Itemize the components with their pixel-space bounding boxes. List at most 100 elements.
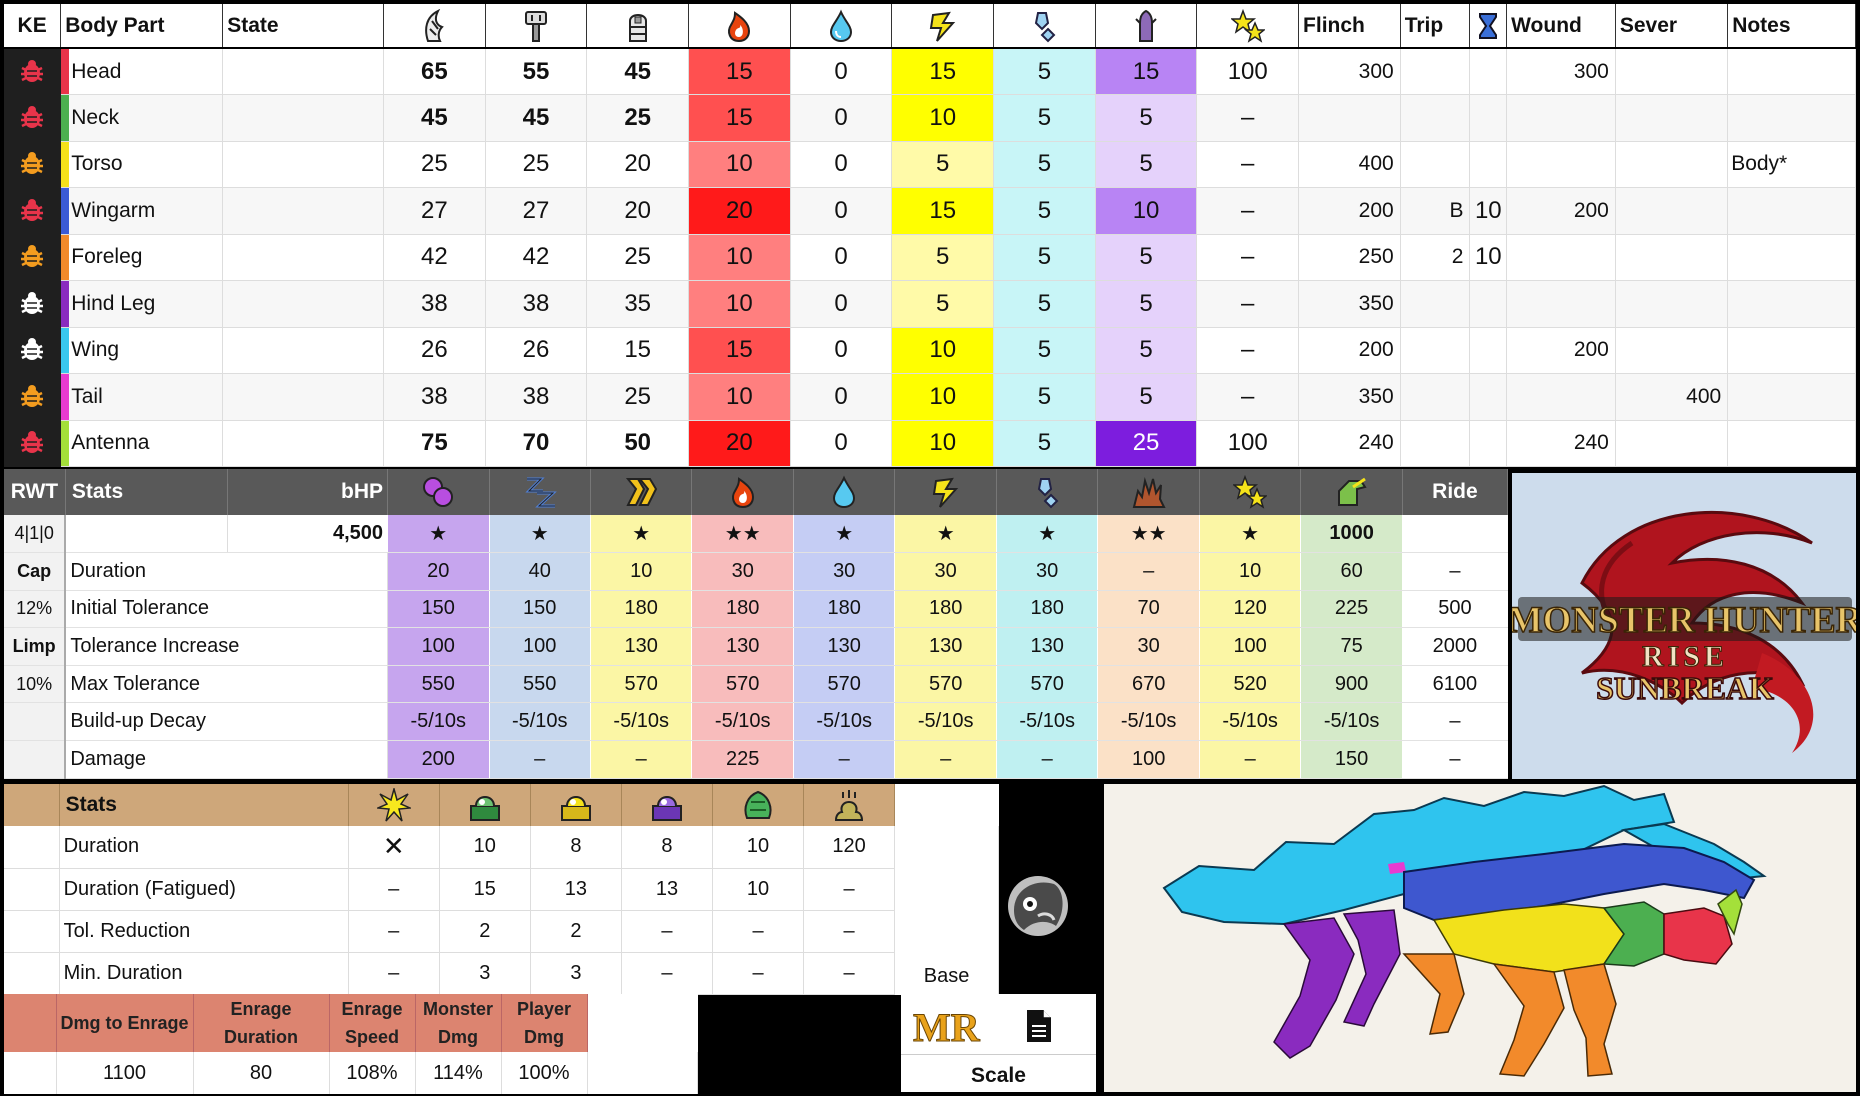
sever-value: 38 [383, 280, 486, 328]
ride-header: Ride [1402, 469, 1509, 515]
game-logo: MONSTER HUNTER RISE SUNBREAK [1512, 473, 1856, 779]
status-value: 130 [590, 627, 693, 666]
trap-value: – [348, 910, 440, 953]
sever-value: 25 [383, 141, 486, 188]
shot-icon [586, 4, 690, 49]
ride-value: – [1402, 552, 1509, 591]
ride-value: 2000 [1402, 627, 1509, 666]
status-value: 100 [489, 627, 591, 666]
wound-value [1506, 141, 1616, 188]
sever-value: 26 [383, 327, 486, 374]
trap-blank-cell [4, 868, 60, 911]
monster-icon [4, 234, 62, 281]
status-label: Tolerance Increase [65, 627, 389, 666]
trip-header: Trip [1400, 4, 1471, 49]
logo-title: MONSTER HUNTER [1512, 600, 1856, 641]
status-value: 570 [793, 665, 896, 704]
trip-time-value [1469, 94, 1508, 142]
dragon-value: 5 [1095, 327, 1198, 374]
hitzone-row: Tail 38 38 25 10 0 10 5 5–350 400 [4, 373, 1856, 421]
trip-value [1400, 94, 1471, 142]
trap-table: Stats Duration ✕ 10 8 8 10 120 Duration (Fatigu… [4, 784, 999, 995]
water-value: 0 [790, 94, 893, 142]
sever-threshold-value [1615, 234, 1729, 281]
status-value: 570 [996, 665, 1099, 704]
trip-time-value [1469, 373, 1508, 421]
fire-icon [688, 4, 791, 49]
trap-value: 8 [621, 826, 714, 869]
enrage-spacer [587, 994, 697, 1052]
status-row: 10% Max Tolerance 550 550 570 570 570 570 570 670… [4, 665, 1509, 704]
trap-value: 10 [712, 826, 805, 869]
state-value [222, 187, 384, 235]
trap-value: 120 [803, 826, 896, 869]
monster-dmg-header: Monster Dmg [415, 994, 502, 1052]
stun-value: – [1196, 280, 1300, 328]
state-value [222, 280, 384, 328]
status-value: 180 [996, 590, 1099, 629]
trip-time-value: 10 [1469, 234, 1508, 281]
trip-time-value [1469, 280, 1508, 328]
trap-value: 10 [712, 868, 805, 911]
part-color-swatch [61, 420, 70, 466]
wound-value [1506, 373, 1616, 421]
status-value: 900 [1300, 665, 1403, 704]
document-icon[interactable] [1025, 1008, 1053, 1044]
body-part-label: Head [71, 59, 122, 83]
enrage-blank-header [4, 994, 57, 1052]
trip-time-value [1469, 48, 1508, 95]
status-label: Max Tolerance [65, 665, 389, 704]
part-color-swatch [61, 95, 70, 141]
fire-value: 15 [688, 327, 791, 374]
monster-icon [4, 94, 62, 142]
ice-value: 5 [993, 94, 1096, 142]
trap-value: 13 [530, 868, 622, 911]
dmg-to-enrage-value: 1100 [56, 1052, 194, 1094]
enrage-duration-header: Enrage Duration [193, 994, 330, 1052]
thunder-value: 15 [891, 187, 995, 235]
status-value: 150 [387, 590, 490, 629]
notes-value: Body* [1727, 141, 1856, 188]
enrage-duration-value: 80 [193, 1052, 330, 1094]
body-part-label: Hind Leg [71, 291, 156, 315]
shot-value: 20 [586, 141, 690, 188]
poison-icon [387, 469, 490, 515]
blunt-value: 55 [485, 48, 588, 95]
water-value: 0 [790, 420, 893, 467]
sever-header: Sever [1615, 4, 1729, 49]
status-label: Initial Tolerance [65, 590, 389, 629]
status-value: -5/10s [1199, 702, 1302, 742]
status-value: ★ [996, 515, 1099, 554]
thunder-value: 15 [891, 48, 995, 95]
wound-header: Wound [1506, 4, 1616, 49]
thunder-icon [891, 4, 995, 49]
trap-value: 2 [530, 910, 622, 953]
body-part-name: Foreleg [60, 234, 224, 281]
status-value: – [590, 740, 693, 779]
notes-value [1727, 187, 1856, 235]
trap-header-row: Stats [4, 784, 999, 826]
status-value: 570 [691, 665, 794, 704]
blunt-value: 45 [485, 94, 588, 142]
trap-blank-cell [4, 826, 60, 869]
dragon-value: 5 [1095, 141, 1198, 188]
status-value: 130 [996, 627, 1099, 666]
blunt-value: 38 [485, 280, 588, 328]
rwt-side-value: Cap [4, 552, 67, 591]
enrage-header-row: Dmg to Enrage Enrage Duration Enrage Spe… [4, 994, 697, 1052]
status-value: – [793, 740, 896, 779]
enrage-spacer-cell [587, 1052, 698, 1094]
trap-stats-header: Stats [59, 784, 349, 826]
ride-icon [1300, 469, 1403, 515]
trap-stat-label: Tol. Reduction [59, 910, 349, 953]
ride-value [1402, 515, 1509, 554]
trap-blank-cell [4, 952, 60, 995]
trip-time-value [1469, 327, 1508, 374]
monster-icon [4, 327, 62, 374]
status-label: Build-up Decay [65, 702, 389, 742]
body-part-name: Tail [60, 373, 224, 421]
trip-value [1400, 48, 1471, 95]
trap-value: – [803, 910, 896, 953]
hitzone-row: Head 65 55 45 15 0 15 5 15 100 300 300 [4, 48, 1856, 95]
water-value: 0 [790, 234, 893, 281]
